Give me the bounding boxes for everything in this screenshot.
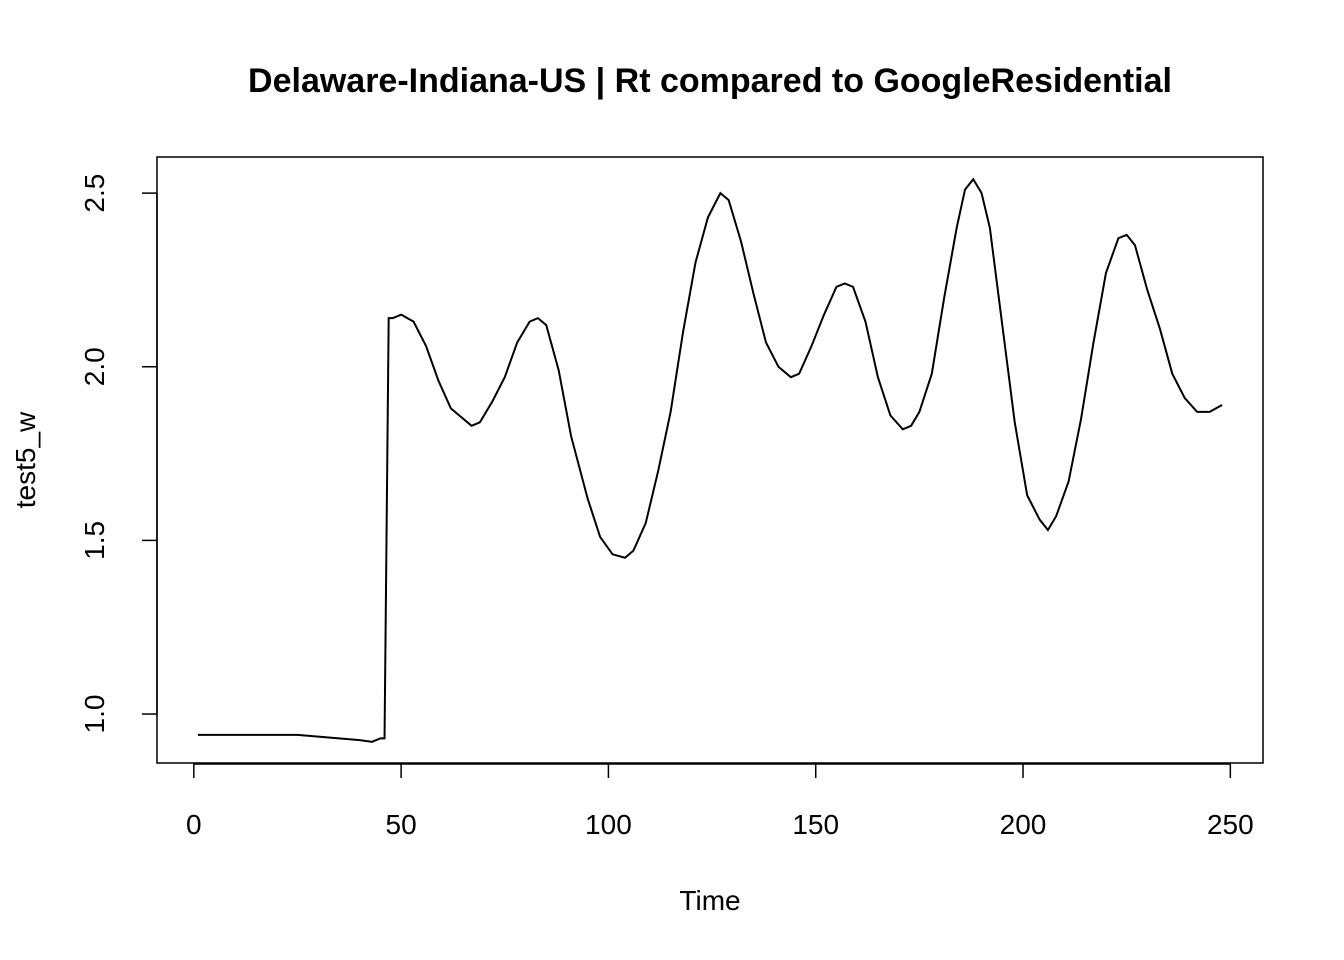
y-axis-label: test5_w (10, 411, 41, 508)
y-tick-label: 2.0 (79, 347, 110, 386)
y-tick-label: 1.0 (79, 695, 110, 734)
x-tick-label: 250 (1207, 809, 1254, 840)
x-tick-label: 200 (1000, 809, 1047, 840)
x-tick-label: 150 (792, 809, 839, 840)
x-axis-label: Time (679, 885, 740, 916)
x-tick-label: 50 (386, 809, 417, 840)
y-tick-label: 1.5 (79, 521, 110, 560)
x-tick-label: 100 (585, 809, 632, 840)
chart-title: Delaware-Indiana-US | Rt compared to Goo… (248, 62, 1172, 100)
plot-box (156, 156, 1264, 764)
data-line (197, 177, 1223, 743)
x-tick-label: 0 (186, 809, 202, 840)
y-tick-label: 2.5 (79, 174, 110, 213)
